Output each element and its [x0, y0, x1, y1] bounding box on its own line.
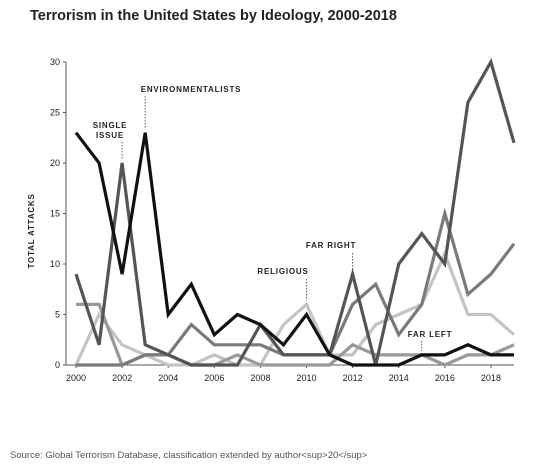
- series-line-religious: [74, 249, 516, 367]
- y-tick-label: 20: [50, 158, 60, 168]
- y-tick-label: 5: [55, 310, 60, 320]
- annotation-label: ENVIRONMENTALISTS: [141, 85, 242, 94]
- x-tick-label: 2016: [435, 373, 455, 383]
- y-tick-label: 15: [50, 209, 60, 219]
- x-tick-label: 2006: [204, 373, 224, 383]
- x-tick-label: 2004: [158, 373, 178, 383]
- series-line-environmentalists: [74, 131, 514, 367]
- x-tick-label: 2008: [250, 373, 270, 383]
- x-tick-label: 2000: [66, 373, 86, 383]
- x-tick-label: 2012: [343, 373, 363, 383]
- annotation-label: SINGLE: [93, 121, 128, 130]
- x-tick-label: 2010: [297, 373, 317, 383]
- source-note: Source: Global Terrorism Database, class…: [10, 450, 368, 461]
- series-lines: [74, 57, 516, 368]
- series-line-single-issue: [74, 57, 516, 367]
- annotation-label: FAR LEFT: [408, 330, 453, 339]
- chart-title: Terrorism in the United States by Ideolo…: [30, 8, 397, 24]
- y-tick-label: 30: [50, 57, 60, 67]
- y-axis-title: TOTAL ATTACKS: [27, 193, 36, 268]
- annotation-label: RELIGIOUS: [257, 267, 308, 276]
- x-tick-label: 2014: [389, 373, 409, 383]
- annotation-label: ISSUE: [96, 131, 124, 140]
- x-tick-label: 2002: [112, 373, 132, 383]
- y-tick-label: 25: [50, 108, 60, 118]
- annotation-label: FAR RIGHT: [306, 241, 356, 250]
- y-tick-label: 0: [55, 360, 60, 370]
- y-tick-label: 10: [50, 259, 60, 269]
- x-tick-label: 2018: [481, 373, 501, 383]
